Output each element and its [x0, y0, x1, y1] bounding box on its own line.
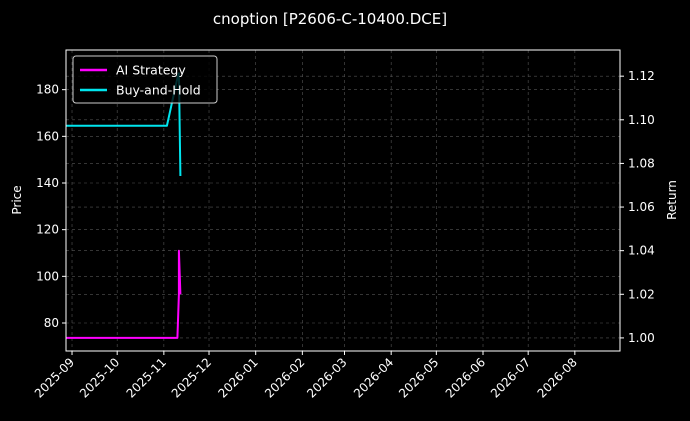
legend: AI Strategy Buy-and-Hold [72, 55, 218, 104]
x-axis: 2025-09 2025-10 2025-11 2025-12 2026-01 2026-… [32, 351, 580, 401]
x-tick-label: 2026-08 [535, 355, 580, 400]
y-tick-label: 160 [36, 129, 59, 143]
y-tick-label: 140 [36, 176, 59, 190]
x-tick-label: 2026-05 [396, 355, 441, 400]
grid [66, 50, 620, 351]
x-tick-label: 2026-03 [304, 355, 349, 400]
y-tick-label: 100 [36, 269, 59, 283]
right-y-axis: 1.00 1.02 1.04 1.06 1.08 1.10 1.12 [620, 69, 655, 345]
x-tick-label: 2025-09 [32, 355, 77, 400]
series-line-ai-strategy [66, 249, 182, 339]
x-tick-label: 2026-07 [488, 355, 533, 400]
y-tick-label: 120 [36, 223, 59, 237]
series-lines [66, 72, 182, 339]
legend-box [72, 55, 218, 104]
x-tick-label: 2025-10 [77, 355, 122, 400]
legend-label-ai-strategy: AI Strategy [116, 63, 186, 78]
y2-tick-label: 1.08 [628, 156, 655, 170]
y2-tick-label: 1.02 [628, 287, 655, 301]
x-tick-label: 2026-01 [215, 355, 260, 400]
y2-tick-label: 1.00 [628, 331, 655, 345]
left-y-axis: 80 100 120 140 160 180 [36, 83, 66, 330]
x-tick-label: 2026-02 [262, 355, 307, 400]
y2-tick-label: 1.06 [628, 200, 655, 214]
y-axis-label: Price [10, 185, 24, 214]
x-tick-label: 2025-12 [169, 355, 214, 400]
x-tick-label: 2025-11 [124, 355, 169, 400]
y2-tick-label: 1.04 [628, 244, 655, 258]
y-tick-label: 180 [36, 83, 59, 97]
plot-area-frame [65, 49, 621, 352]
y2-tick-label: 1.12 [628, 69, 655, 83]
legend-label-buy-and-hold: Buy-and-Hold [116, 83, 201, 98]
x-tick-label: 2026-06 [443, 355, 488, 400]
y2-axis-label: Return [665, 180, 679, 220]
x-tick-label: 2026-04 [351, 355, 396, 400]
chart-title: cnoption [P2606-C-10400.DCE] [213, 10, 447, 28]
y2-tick-label: 1.10 [628, 113, 655, 127]
y-tick-label: 80 [44, 316, 59, 330]
